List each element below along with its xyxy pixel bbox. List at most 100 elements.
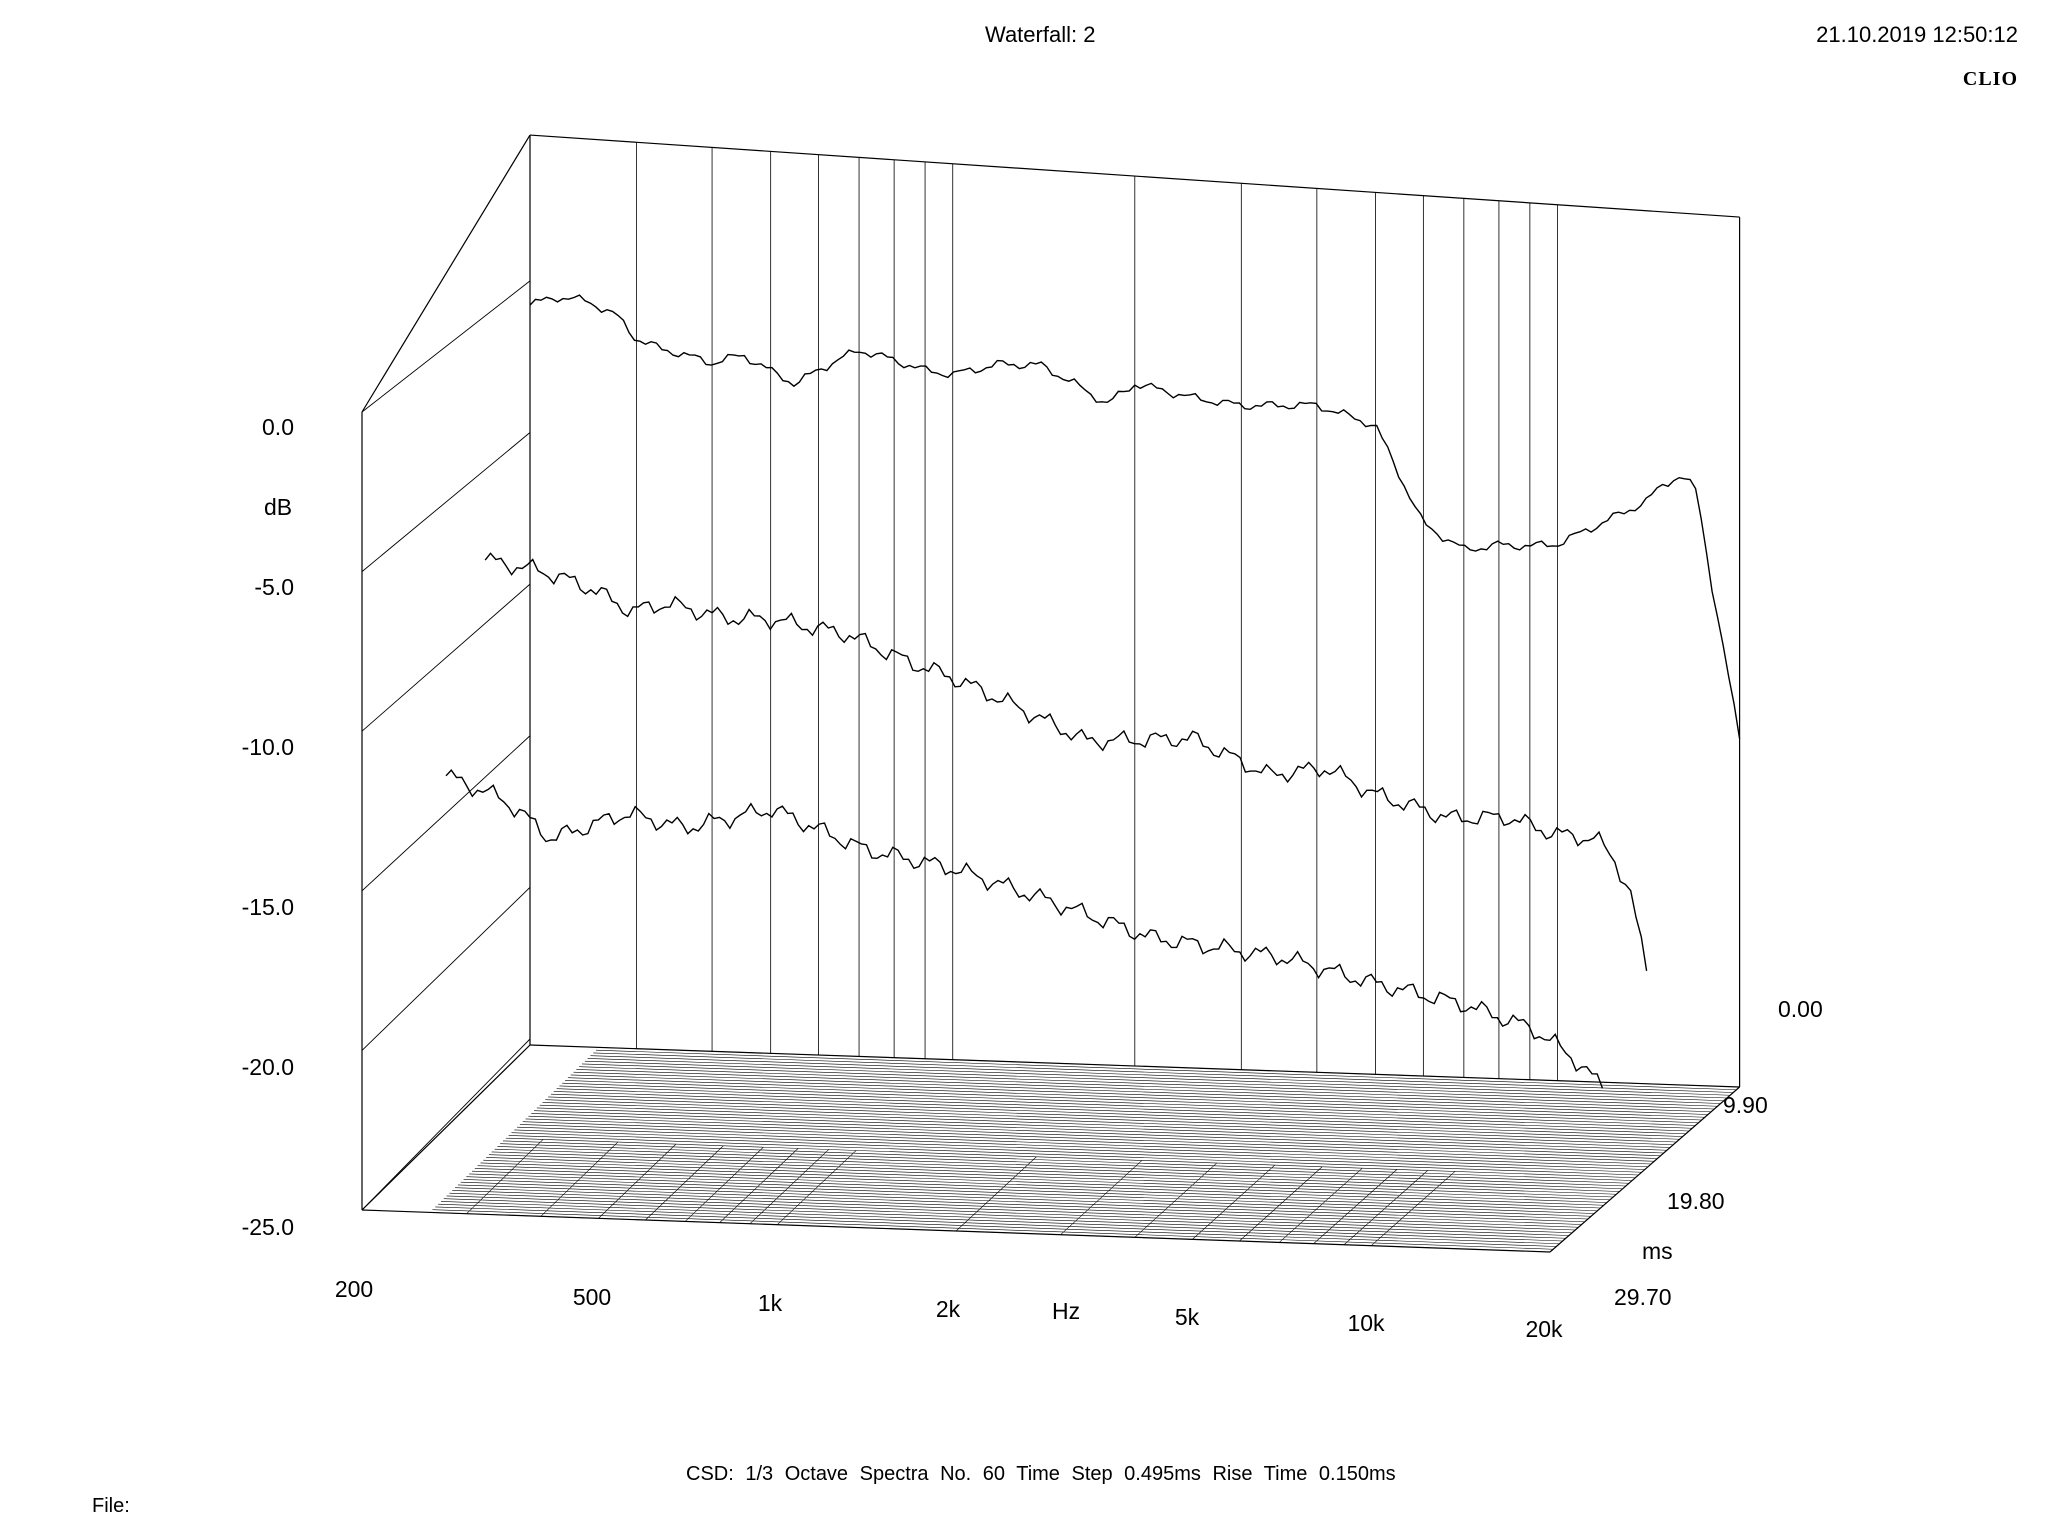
time-slice-floor bbox=[505, 1137, 1636, 1179]
x-tick-label: 200 bbox=[334, 1276, 374, 1302]
x-tick-label: 20k bbox=[1525, 1316, 1563, 1342]
time-axis-left bbox=[361, 1044, 531, 1211]
time-slice-floor bbox=[576, 1069, 1715, 1110]
time-slice-floor bbox=[584, 1060, 1724, 1102]
waterfall-surface bbox=[445, 294, 1741, 1089]
time-slice-floor bbox=[438, 1203, 1560, 1245]
time-slice-floor bbox=[567, 1077, 1705, 1118]
time-slice-floor bbox=[587, 1058, 1727, 1099]
time-slice-floor bbox=[581, 1063, 1721, 1104]
file-label: File: bbox=[92, 1495, 130, 1517]
time-slice-floor bbox=[548, 1096, 1683, 1137]
spectrum-series-line bbox=[529, 294, 1741, 740]
x-axis-unit: Hz bbox=[1052, 1298, 1081, 1324]
time-slice-floor bbox=[531, 1113, 1664, 1154]
freq-floor-line bbox=[1060, 1160, 1143, 1235]
time-slice-floor bbox=[455, 1187, 1579, 1228]
chart-title: Waterfall: 2 bbox=[985, 22, 1096, 47]
freq-floor-line bbox=[1192, 1164, 1275, 1240]
plot-frame bbox=[361, 134, 1741, 1253]
time-slice-floor bbox=[457, 1184, 1582, 1225]
x-tick-label: 1k bbox=[757, 1290, 783, 1316]
time-tick-label: 9.90 bbox=[1723, 1092, 1768, 1118]
time-slice-floor bbox=[590, 1055, 1731, 1096]
time-slice-floor bbox=[432, 1209, 1554, 1250]
time-slice-floor bbox=[429, 1212, 1551, 1253]
time-slice-floor bbox=[480, 1162, 1607, 1203]
time-slice-floor bbox=[517, 1126, 1648, 1168]
y-axis-unit: dB bbox=[264, 494, 293, 520]
time-slice-floor bbox=[570, 1074, 1709, 1115]
time-slice-floor bbox=[579, 1066, 1718, 1107]
freq-floor-line bbox=[1134, 1162, 1217, 1238]
freq-floor-line bbox=[645, 1145, 724, 1221]
freq-floor-line bbox=[1313, 1169, 1398, 1244]
time-slice-floor bbox=[491, 1151, 1620, 1192]
db-gridline bbox=[361, 735, 531, 892]
time-slice-floor bbox=[488, 1154, 1617, 1195]
y-tick-label: 0.0 bbox=[262, 414, 294, 440]
time-slice-floor bbox=[446, 1195, 1569, 1236]
top-left-edge bbox=[361, 134, 531, 413]
spectrum-series-line bbox=[484, 552, 1648, 972]
db-gridline bbox=[361, 432, 531, 572]
freq-floor-line bbox=[1343, 1170, 1428, 1245]
x-tick-label: 500 bbox=[572, 1284, 612, 1310]
freq-floor-line bbox=[776, 1150, 857, 1225]
time-slice-floor bbox=[497, 1146, 1626, 1187]
y-tick-label: -5.0 bbox=[254, 574, 294, 600]
y-tick-label: -25.0 bbox=[241, 1214, 294, 1240]
time-slice-floor bbox=[598, 1047, 1740, 1088]
measurement-info: CSD: 1/3 Octave Spectra No. 60 Time Step… bbox=[686, 1463, 1396, 1485]
time-slice-floor bbox=[562, 1082, 1699, 1124]
time-tick-label: 29.70 bbox=[1614, 1284, 1672, 1310]
freq-floor-line bbox=[749, 1149, 829, 1224]
y-tick-label: -10.0 bbox=[241, 734, 294, 760]
time-slice-floor bbox=[553, 1091, 1690, 1132]
freq-floor-line bbox=[598, 1143, 677, 1219]
db-gridline bbox=[361, 280, 531, 413]
time-slice-floor bbox=[511, 1132, 1642, 1173]
time-slice-floor bbox=[565, 1080, 1702, 1121]
time-slice-floor bbox=[596, 1049, 1737, 1091]
x-tick-label: 2k bbox=[935, 1296, 961, 1322]
time-slice-floor bbox=[494, 1148, 1623, 1190]
time-slice-floor bbox=[483, 1159, 1611, 1201]
y-tick-label: -20.0 bbox=[241, 1054, 294, 1080]
freq-floor-line bbox=[719, 1148, 799, 1223]
time-tick-label: 19.80 bbox=[1667, 1188, 1725, 1214]
time-slice-floor bbox=[449, 1192, 1573, 1234]
time-slice-floor bbox=[522, 1121, 1655, 1162]
x-tick-label: 5k bbox=[1174, 1304, 1200, 1330]
time-slice-floor bbox=[500, 1143, 1630, 1184]
time-slice-floor bbox=[435, 1206, 1557, 1247]
y-tick-label: -15.0 bbox=[241, 894, 294, 920]
time-slice-floor bbox=[573, 1071, 1712, 1113]
time-slice-floor bbox=[550, 1093, 1686, 1135]
time-slice-floor bbox=[503, 1140, 1633, 1181]
time-slice-floor bbox=[559, 1085, 1696, 1126]
time-slice-floor bbox=[466, 1176, 1592, 1217]
time-slice-floor bbox=[536, 1107, 1671, 1148]
time-slice-floor bbox=[539, 1104, 1674, 1146]
time-axis-unit: ms bbox=[1642, 1238, 1673, 1264]
spectrum-series-line bbox=[445, 768, 1604, 1089]
time-slice-floor bbox=[463, 1179, 1588, 1220]
time-slice-floor bbox=[477, 1165, 1604, 1206]
time-slice-floor bbox=[519, 1124, 1652, 1165]
time-slice-floor bbox=[469, 1173, 1595, 1214]
time-slice-floor bbox=[556, 1088, 1693, 1129]
time-slice-floor bbox=[486, 1157, 1614, 1198]
brand-logo: CLIO bbox=[1962, 68, 2018, 90]
freq-floor-line bbox=[955, 1156, 1037, 1232]
freq-floor-line bbox=[1370, 1171, 1456, 1246]
freq-floor-line bbox=[466, 1139, 544, 1214]
time-slice-floor bbox=[474, 1168, 1601, 1209]
time-slice-floor bbox=[528, 1115, 1661, 1157]
freq-floor-line bbox=[1239, 1166, 1323, 1242]
time-slice-floor bbox=[542, 1102, 1677, 1143]
time-slice-floor bbox=[534, 1110, 1667, 1151]
time-slice-floor bbox=[471, 1170, 1598, 1212]
time-tick-label: 0.00 bbox=[1778, 996, 1823, 1022]
